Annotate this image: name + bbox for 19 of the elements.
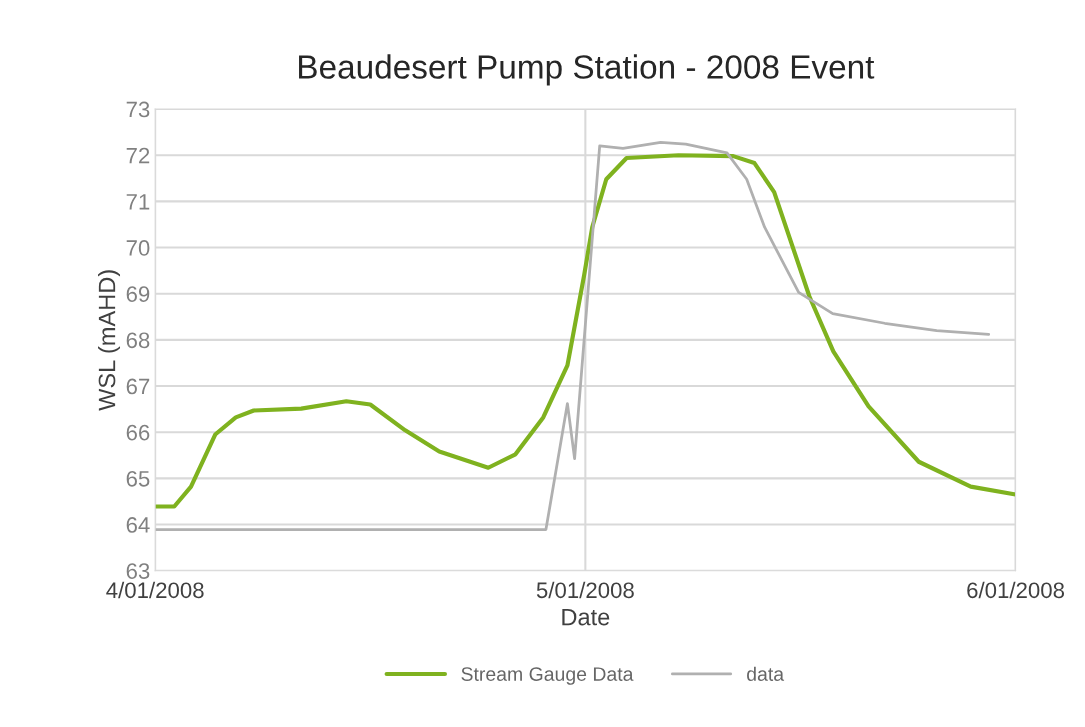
x-tick-label: 6/01/2008 [967, 581, 1065, 599]
y-tick-label: 64 [126, 517, 150, 533]
legend-label: data [747, 666, 785, 681]
y-tick-label: 65 [126, 470, 150, 487]
y-tick-label: 67 [126, 378, 150, 395]
x-axis-title: Date [562, 608, 610, 626]
y-tick-label: 69 [126, 286, 150, 302]
y-tick-label: 72 [126, 147, 150, 164]
y-axis-title: WSL (mAHD) [98, 270, 121, 411]
y-tick-label: 68 [126, 332, 150, 349]
y-tick-label: 70 [126, 240, 150, 256]
legend-label: Stream Gauge Data [461, 667, 634, 685]
y-tick-label: 73 [126, 101, 150, 118]
x-tick-label: 5/01/2008 [536, 581, 634, 599]
y-tick-label: 63 [126, 563, 150, 579]
y-tick-label: 66 [126, 424, 150, 441]
y-tick-label: 71 [126, 194, 150, 210]
chart-title: Beaudesert Pump Station - 2008 Event [299, 54, 875, 86]
x-tick-label: 4/01/2008 [106, 581, 204, 599]
